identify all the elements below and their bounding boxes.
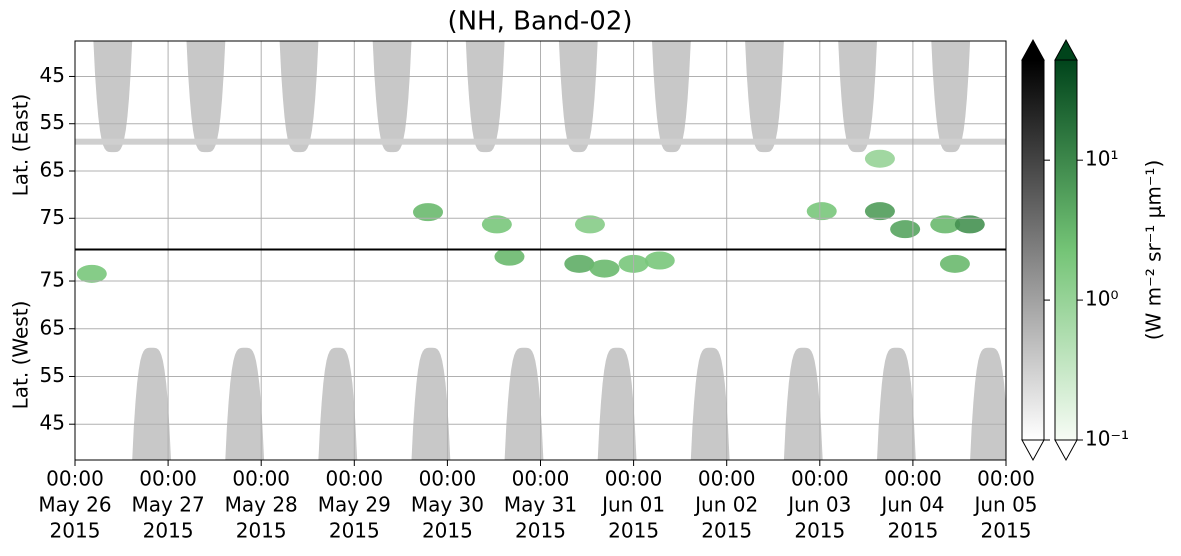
x-tick-label: 00:00 [46,467,104,491]
patch [574,215,605,234]
y-tick-label: 65 [40,315,65,339]
patch [864,149,895,168]
y-tick-label: 55 [40,363,65,387]
colorbar-extend-top [1021,38,1045,61]
colorbar-tick-label: 10⁰ [1085,287,1118,311]
x-tick-label: May 29 [318,493,391,517]
mask-region [783,347,823,460]
colorbar-tick-label: 10⁻¹ [1085,427,1129,451]
colorbar [1054,59,1078,441]
y-tick-label: 55 [40,110,65,134]
mask-region [279,41,319,153]
x-tick-label: 2015 [236,519,287,543]
x-tick-label: May 28 [225,493,298,517]
x-tick-label: 00:00 [977,467,1035,491]
x-tick-label: Jun 03 [786,493,851,517]
mask-region [504,347,544,460]
y-tick-label: 75 [40,268,65,292]
patch [564,254,595,273]
patch [864,202,895,221]
mask-region [411,347,451,460]
x-tick-label: 2015 [887,519,938,543]
x-tick-label: 00:00 [884,467,942,491]
patch [76,264,107,283]
x-tick-label: May 26 [38,493,111,517]
x-tick-label: 2015 [794,519,845,543]
patch [413,203,444,222]
x-tick-label: 2015 [608,519,659,543]
patch [589,259,620,278]
x-tick-label: 00:00 [419,467,477,491]
x-tick-label: May 27 [132,493,205,517]
patch [644,251,675,270]
x-tick-label: 2015 [515,519,566,543]
mask-region [132,347,171,460]
x-tick-label: Jun 01 [600,493,665,517]
x-tick-label: Jun 05 [972,493,1037,517]
patch [494,250,525,266]
colorbar-extend-bottom [1021,439,1045,462]
mask-region [931,41,971,153]
panel-frame [74,40,1007,250]
patch [939,254,970,273]
x-tick-label: May 30 [411,493,484,517]
mask-region [597,347,637,460]
x-tick-label: 2015 [50,519,101,543]
mask-region [652,41,691,153]
mask-region [745,41,784,153]
x-tick-label: May 31 [504,493,577,517]
y-tick-label: 65 [40,158,65,182]
mask-region [225,347,265,460]
x-tick-label: 00:00 [605,467,663,491]
mask-region [93,41,133,153]
x-tick-label: Jun 02 [693,493,758,517]
x-tick-label: 00:00 [698,467,756,491]
panel-body [75,41,1006,239]
y-tick-label: 45 [40,411,65,435]
y-axis-label: Lat. (East) [9,94,33,197]
patch [890,220,921,239]
colorbar-extend-top [1054,38,1078,61]
patch [806,202,837,221]
x-tick-label: 2015 [422,519,473,543]
mask-region [970,347,1006,460]
colorbar-tick-label: 10¹ [1085,147,1118,171]
x-tick-label: 00:00 [512,467,570,491]
mask-region [372,41,412,153]
x-tick-label: 00:00 [325,467,383,491]
y-tick-label: 45 [40,63,65,87]
colorbar-label: (W m⁻² sr⁻¹ μm⁻¹) [1142,160,1166,341]
mask-region [838,41,877,153]
patch [954,215,985,234]
colorbar [1021,59,1045,441]
x-tick-label: 00:00 [791,467,849,491]
mask-region [318,347,358,460]
x-tick-label: 00:00 [139,467,197,491]
mask-region [690,347,730,460]
patch [481,215,512,234]
x-tick-label: 2015 [701,519,752,543]
mask-region [465,41,505,153]
mask-region [186,41,226,153]
chart-title: (NH, Band-02) [447,7,632,37]
y-axis-label: Lat. (West) [9,301,33,410]
x-tick-label: Jun 04 [879,493,944,517]
panel-body [76,250,1006,460]
mask-region [558,41,598,153]
x-tick-label: 00:00 [232,467,290,491]
x-tick-label: 2015 [329,519,380,543]
mask-region [877,347,916,460]
y-tick-label: 75 [40,205,65,229]
patch [930,215,961,234]
x-tick-label: 2015 [143,519,194,543]
x-tick-label: 2015 [981,519,1032,543]
colorbar-extend-bottom [1054,439,1078,462]
